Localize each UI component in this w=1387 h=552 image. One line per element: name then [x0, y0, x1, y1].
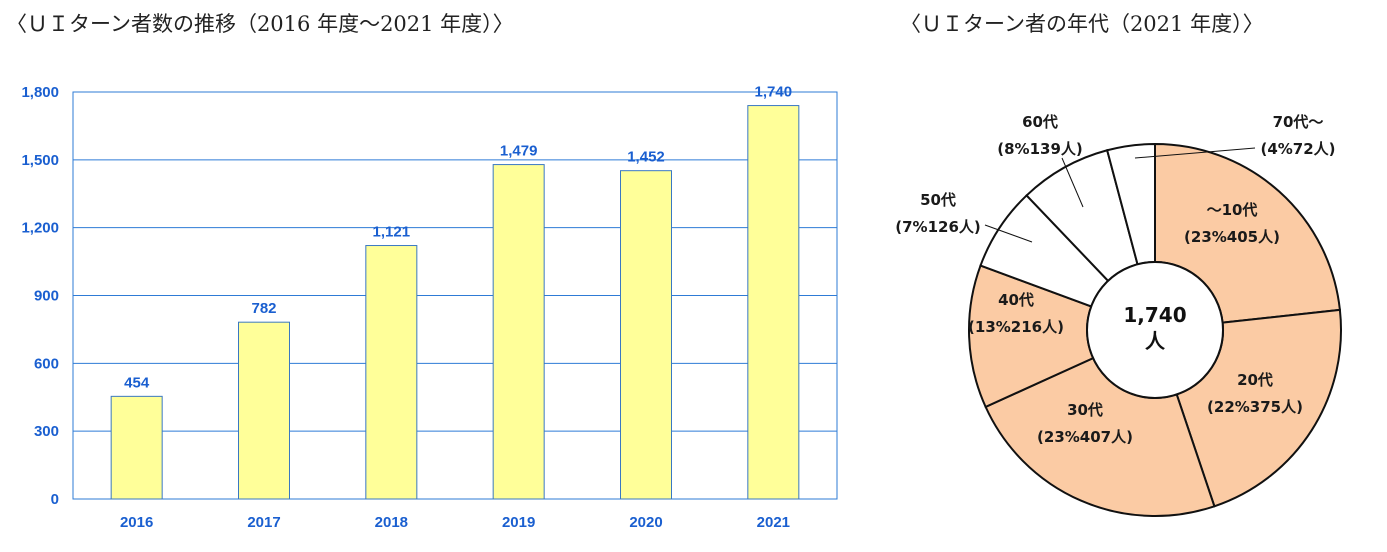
slice-name-label: 30代: [1067, 401, 1103, 419]
slice-value-label: (23%407人): [1037, 428, 1133, 446]
bar-value-label: 1,452: [627, 149, 665, 166]
bar: [747, 105, 800, 500]
y-tick-label: 600: [34, 355, 59, 372]
leader-line: [1061, 157, 1084, 208]
slice-name-label: 60代: [1022, 113, 1058, 131]
bar: [620, 170, 672, 500]
y-tick-label: 900: [34, 288, 59, 305]
bar: [492, 164, 545, 500]
bar-value-label: 1,479: [500, 143, 538, 160]
slice-value-label: (8%139人): [997, 140, 1083, 158]
pie-chart-title: 〈ＵＩターン者の年代（2021 年度）〉: [900, 12, 1264, 36]
x-tick-label: 2021: [757, 514, 790, 531]
y-tick-label: 300: [34, 423, 59, 440]
slice-name-label: 40代: [998, 291, 1034, 309]
bar-value-label: 454: [124, 374, 150, 391]
slice-name-label: 50代: [920, 191, 956, 209]
x-tick-label: 2017: [247, 514, 280, 531]
y-tick-label: 0: [51, 491, 59, 508]
bar: [238, 321, 290, 500]
donut-center: [1086, 261, 1224, 399]
slice-name-label: 20代: [1237, 371, 1273, 389]
x-tick-label: 2020: [629, 514, 662, 531]
y-tick-label: 1,500: [21, 152, 59, 169]
x-tick-label: 2018: [375, 514, 408, 531]
x-tick-label: 2016: [120, 514, 153, 531]
bar-value-label: 1,121: [373, 224, 411, 241]
center-unit-label: 人: [1145, 329, 1166, 353]
bar-chart: 0 300 600 900 1,200 1,500 1,800 454 2016 782 2017 1…: [21, 84, 838, 531]
leader-line: [1134, 147, 1256, 159]
x-tick-label: 2019: [502, 514, 535, 531]
y-tick-label: 1,800: [21, 84, 59, 101]
bar: [110, 395, 163, 500]
bar-chart-title: 〈ＵＩターン者数の推移（2016 年度～2021 年度）〉: [6, 12, 514, 36]
center-total-label: 1,740: [1123, 303, 1186, 327]
bar-value-label: 782: [251, 300, 276, 317]
slice-value-label: (13%216人): [968, 318, 1064, 336]
slice-value-label: (22%375人): [1207, 398, 1303, 416]
bar-value-label: 1,740: [755, 84, 793, 101]
slice-name-label: 70代～: [1273, 113, 1324, 131]
bar: [365, 245, 418, 500]
slice-value-label: (7%126人): [895, 218, 981, 236]
slice-value-label: (4%72人): [1260, 140, 1335, 158]
y-tick-label: 1,200: [21, 220, 59, 237]
leader-line: [984, 224, 1033, 243]
slice-name-label: ～10代: [1207, 201, 1258, 219]
slice-value-label: (23%405人): [1184, 228, 1280, 246]
